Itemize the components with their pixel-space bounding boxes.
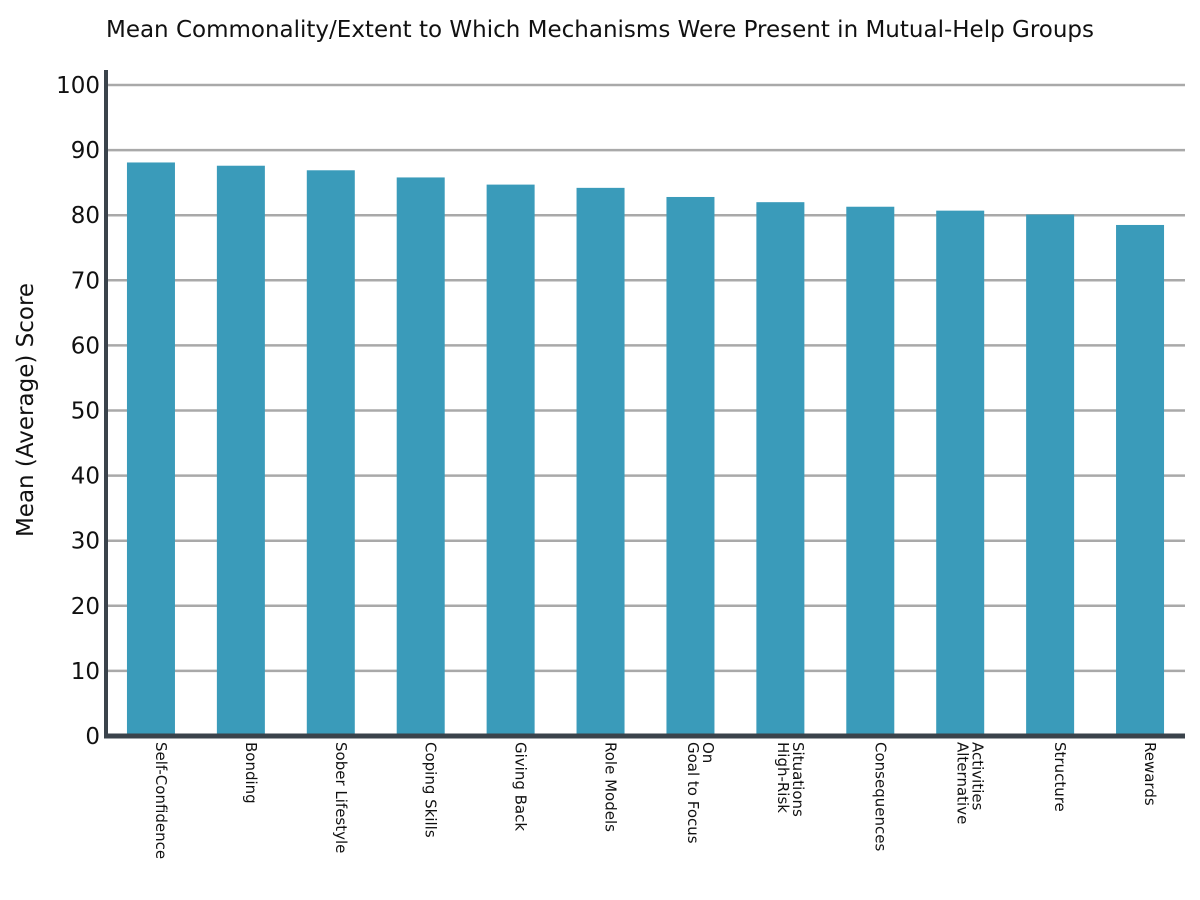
y-tick-label: 100 bbox=[56, 73, 100, 99]
x-tick-labels: Self-Confidence Bonding Sober Lifestyle Cop… bbox=[152, 742, 1159, 859]
axes bbox=[104, 70, 1185, 739]
bar bbox=[396, 177, 445, 736]
y-tick-label: 50 bbox=[71, 399, 100, 425]
x-tick-label: Coping Skills bbox=[422, 742, 440, 838]
bar bbox=[666, 196, 715, 737]
y-tick-label: 30 bbox=[71, 529, 100, 555]
x-tick-label: Bonding bbox=[242, 742, 260, 804]
y-tick-labels: 0 10 20 30 40 50 60 70 80 90 100 bbox=[56, 73, 100, 750]
x-tick-label-line: Alternative bbox=[954, 742, 972, 824]
x-tick-label-line: High-Risk bbox=[774, 742, 792, 813]
bars bbox=[126, 162, 1165, 737]
bar bbox=[576, 187, 625, 736]
x-tick-label: Giving Back bbox=[512, 742, 530, 831]
x-tick-label-line: On bbox=[699, 742, 717, 763]
x-tick-label: Role Models bbox=[602, 742, 620, 832]
x-tick-label-line: Consequences bbox=[871, 742, 889, 851]
x-tick-label: Consequences bbox=[871, 742, 889, 851]
x-tick-label-line: Giving Back bbox=[512, 742, 530, 831]
y-tick-label: 90 bbox=[71, 138, 100, 164]
y-tick-label: 0 bbox=[85, 724, 100, 750]
bar bbox=[936, 210, 985, 736]
chart-title: Mean Commonality/Extent to Which Mechani… bbox=[106, 17, 1094, 43]
y-tick-label: 80 bbox=[71, 203, 100, 229]
x-tick-label-line: Rewards bbox=[1141, 742, 1159, 806]
x-tick-label-line: Bonding bbox=[242, 742, 260, 804]
x-tick-label: Structure bbox=[1051, 742, 1069, 812]
gridlines bbox=[106, 83, 1185, 673]
bar bbox=[1116, 224, 1165, 736]
bar bbox=[306, 170, 355, 736]
y-tick-label: 20 bbox=[71, 594, 100, 620]
x-tick-label: Sober Lifestyle bbox=[332, 742, 350, 853]
y-tick-label: 60 bbox=[71, 333, 100, 359]
x-tick-label-line: Coping Skills bbox=[422, 742, 440, 838]
x-tick-label: Rewards bbox=[1141, 742, 1159, 806]
x-tick-label-line: Sober Lifestyle bbox=[332, 742, 350, 853]
x-tick-label-line: Self-Confidence bbox=[152, 742, 170, 859]
bar bbox=[486, 184, 535, 736]
x-tick-label-line: Role Models bbox=[602, 742, 620, 832]
x-tick-label-line: Goal to Focus bbox=[684, 742, 702, 844]
x-tick-label-line: Activities bbox=[969, 742, 987, 811]
x-tick-label-line: Structure bbox=[1051, 742, 1069, 812]
bar bbox=[216, 165, 265, 736]
bar bbox=[126, 162, 175, 736]
x-tick-label-line: Situations bbox=[789, 742, 807, 817]
bar bbox=[846, 206, 895, 736]
y-axis-label: Mean (Average) Score bbox=[13, 283, 39, 537]
y-tick-label: 70 bbox=[71, 268, 100, 294]
y-tick-label: 40 bbox=[71, 464, 100, 490]
bar bbox=[756, 202, 805, 736]
bar bbox=[1026, 214, 1075, 736]
x-tick-label: Self-Confidence bbox=[152, 742, 170, 859]
y-tick-label: 10 bbox=[71, 659, 100, 685]
